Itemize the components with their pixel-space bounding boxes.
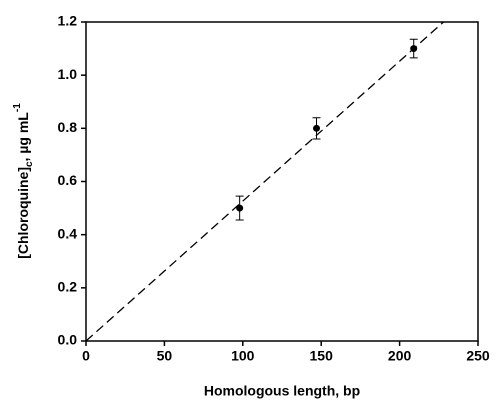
y-tick-label: 1.2: [58, 13, 78, 29]
point: [236, 204, 244, 212]
y-label-unit: , µg mL: [15, 112, 31, 162]
y-tick-label: 1.0: [58, 66, 78, 82]
y-tick-label: 0.2: [58, 279, 78, 295]
x-tick-label: 0: [82, 348, 90, 364]
y-axis-label: [Chloroquine]c, µg mL-1: [12, 103, 35, 259]
x-tick-label: 100: [231, 348, 255, 364]
y-label-main: [Chloroquine]: [15, 167, 31, 259]
y-tick-label: 0.8: [58, 119, 78, 135]
x-tick-label: 250: [466, 348, 490, 364]
point: [312, 124, 320, 132]
x-tick-label: 50: [157, 348, 173, 364]
y-label-sup: -1: [12, 103, 23, 112]
fit-line: [85, 21, 444, 342]
x-tick-label: 200: [388, 348, 412, 364]
y-tick-label: 0.6: [58, 172, 78, 188]
plot-frame: [85, 21, 479, 342]
y-tick-label: 0.0: [58, 332, 78, 348]
x-axis-label: Homologous length, bp: [204, 383, 360, 399]
point: [410, 45, 418, 53]
x-tick-label: 150: [310, 348, 334, 364]
y-label-sub: c: [24, 161, 35, 167]
y-tick-label: 0.4: [58, 225, 78, 241]
